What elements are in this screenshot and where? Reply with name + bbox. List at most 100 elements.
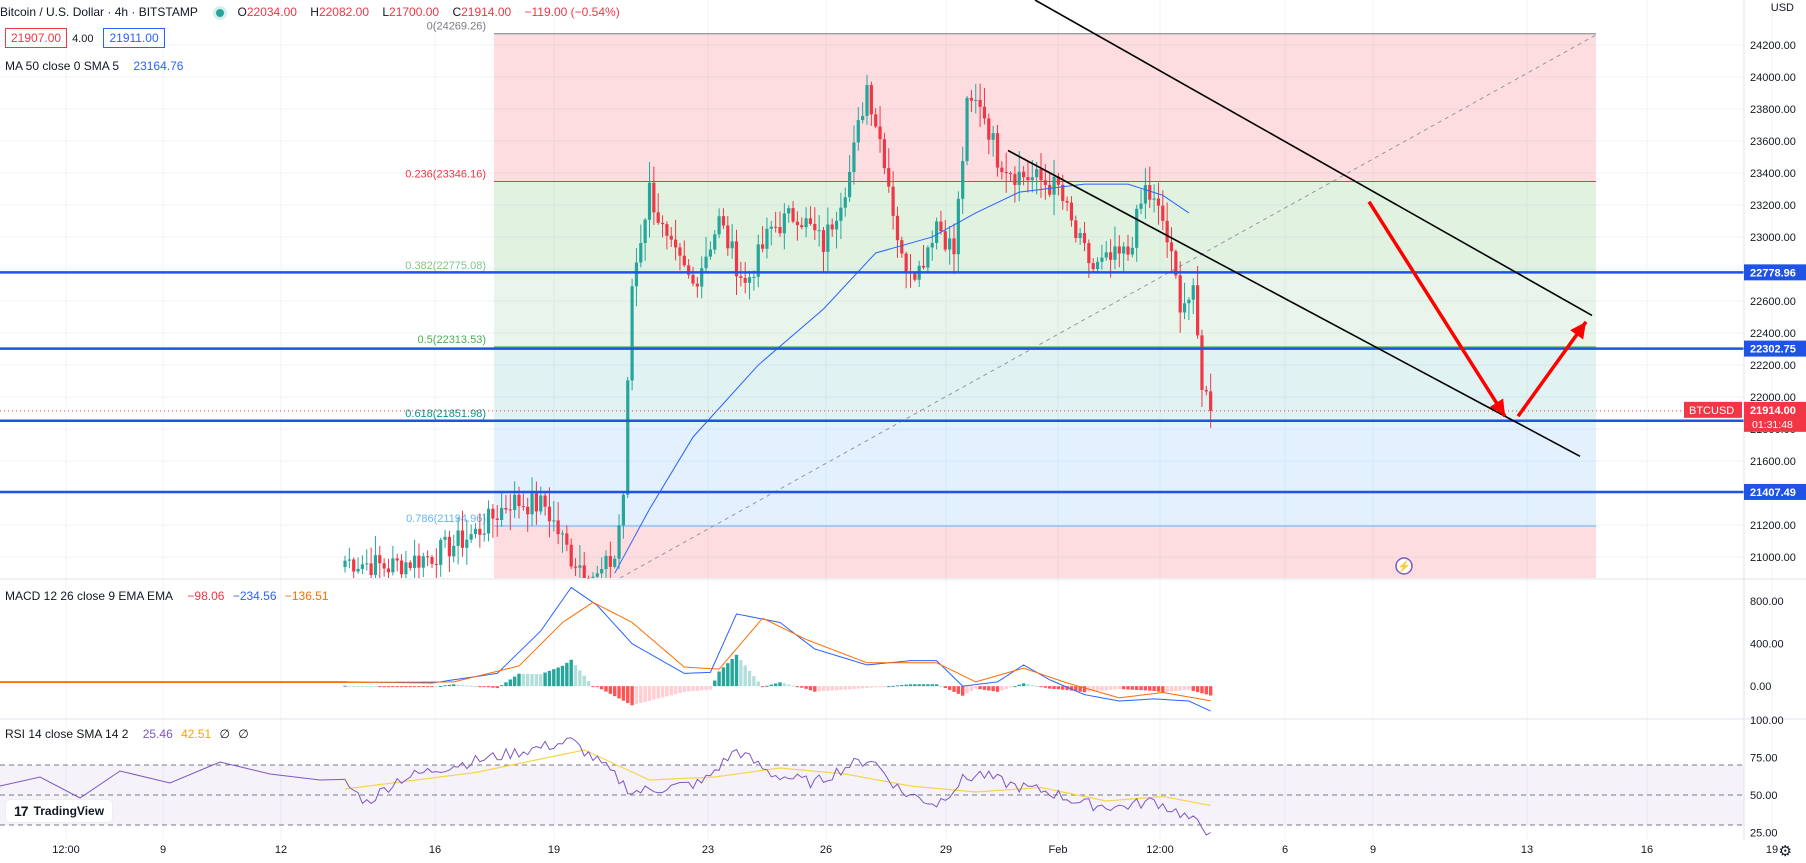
macd-histogram-bar: [647, 686, 652, 701]
time-tick-label: 29: [940, 844, 952, 856]
macd-histogram-bar: [1121, 686, 1126, 690]
candle: [874, 114, 878, 127]
macd-histogram-bar: [1152, 686, 1156, 691]
change-value: −119.00 (−0.54%): [524, 5, 620, 19]
tradingview-logo-icon: 17: [14, 803, 29, 819]
candle: [674, 239, 678, 248]
macd-histogram-bar: [987, 686, 991, 691]
macd-histogram-bar: [1100, 686, 1104, 691]
settings-gear-icon[interactable]: ⚙: [1778, 843, 1792, 860]
macd-histogram-bar: [386, 686, 391, 688]
candle: [878, 126, 882, 140]
candle: [791, 208, 795, 222]
candle: [882, 139, 886, 169]
candle: [939, 221, 943, 232]
macd-signal-line: [344, 601, 1211, 702]
overlay: ⚡: [1395, 557, 1413, 575]
candle: [465, 539, 469, 548]
candle: [600, 569, 604, 574]
macd-histogram-bar: [430, 686, 434, 688]
macd-histogram-bar: [773, 683, 778, 687]
time-tick-label: 9: [160, 844, 166, 856]
macd-histogram-bar: [543, 672, 547, 687]
arrow-down-head: [1489, 398, 1505, 417]
time-tick-label: 23: [702, 844, 714, 856]
macd-tick-label: 400.00: [1750, 639, 1784, 651]
candle: [1156, 198, 1161, 206]
candle: [804, 218, 808, 228]
level-price-box: [1744, 264, 1806, 281]
macd-histogram-bar: [795, 686, 800, 688]
last-price-label: 21914.00: [1750, 405, 1796, 417]
macd-histogram-bar: [1182, 686, 1187, 691]
macd-histogram-bar: [560, 665, 565, 687]
candle: [608, 555, 612, 567]
macd-histogram-bar: [1008, 686, 1013, 688]
macd-histogram-bar: [743, 665, 747, 687]
macd-histogram-bar: [486, 686, 491, 688]
macd-legend[interactable]: MACD 12 26 close 9 EMA EMA −98.06 −234.5…: [5, 588, 334, 604]
spread-value: 4.00: [72, 33, 94, 45]
candle: [460, 530, 465, 548]
currency-label[interactable]: USD: [1770, 2, 1794, 14]
candle: [1209, 391, 1213, 411]
candle: [356, 568, 360, 572]
macd-histogram-bar: [347, 685, 352, 687]
candle: [560, 533, 565, 535]
arrow-up-head: [1570, 321, 1586, 340]
macd-histogram-bar: [1078, 686, 1082, 692]
price-tick-label: 23800.00: [1750, 104, 1796, 116]
price-tick-label: 24000.00: [1750, 72, 1796, 84]
candle: [447, 536, 451, 557]
macd-histogram-bar: [586, 681, 591, 687]
ma-legend[interactable]: MA 50 close 0 SMA 5 23164.76: [5, 58, 188, 74]
macd-histogram-bar: [1135, 686, 1139, 690]
candle: [1043, 180, 1047, 185]
macd-histogram-bar: [978, 686, 982, 690]
macd-histogram-bar: [1069, 686, 1074, 691]
sell-price-button[interactable]: 21907.00: [5, 28, 68, 48]
macd-histogram-bar: [900, 685, 904, 687]
candle: [687, 265, 691, 275]
macd-histogram-bar: [656, 686, 660, 699]
macd-histogram-bar: [1043, 686, 1048, 688]
candle: [613, 558, 617, 567]
candle: [347, 559, 351, 561]
candle: [617, 525, 621, 559]
candle: [430, 557, 434, 564]
macd-histogram-bar: [417, 686, 421, 688]
rsi-pane[interactable]: [0, 737, 1744, 836]
candle: [965, 97, 969, 162]
candle: [1169, 242, 1174, 252]
rsi-value: 25.46: [142, 727, 173, 741]
fib-zone: [494, 272, 1596, 347]
buy-price-button[interactable]: 21911.00: [103, 28, 165, 48]
price-pane[interactable]: 0(24269.26) 0.236(23346.16) 0.382(22775.08…: [0, 0, 1773, 840]
macd-histogram-bar: [456, 684, 460, 687]
rsi-legend[interactable]: RSI 14 close SMA 14 2 25.46 42.51 ∅ ∅: [5, 726, 254, 742]
candle: [921, 265, 926, 268]
macd-histogram-bar: [691, 686, 695, 692]
macd-histogram-bar: [434, 686, 439, 688]
macd-histogram-bar: [1156, 686, 1161, 692]
candle: [1126, 246, 1130, 255]
candle: [678, 247, 682, 256]
macd-pane[interactable]: [0, 586, 1213, 712]
candle: [978, 99, 982, 107]
candle: [1135, 208, 1139, 248]
time-tick-label: 19: [548, 844, 560, 856]
ma-legend-label: MA 50 close 0 SMA 5: [5, 59, 120, 73]
fib-label: 0(24269.26): [427, 21, 486, 33]
macd-histogram-bar: [1161, 686, 1165, 693]
macd-histogram-bar: [447, 684, 452, 687]
symbol-title[interactable]: Bitcoin / U.S. Dollar · 4h · BITSTAMP: [0, 5, 198, 19]
candle: [1008, 172, 1013, 174]
macd-histogram-bar: [678, 686, 682, 694]
macd-histogram-bar: [565, 662, 569, 687]
candle: [969, 97, 973, 101]
tradingview-watermark[interactable]: 17 TradingView: [6, 800, 113, 822]
fib-trend-line: [619, 33, 1599, 579]
candle: [591, 576, 595, 578]
